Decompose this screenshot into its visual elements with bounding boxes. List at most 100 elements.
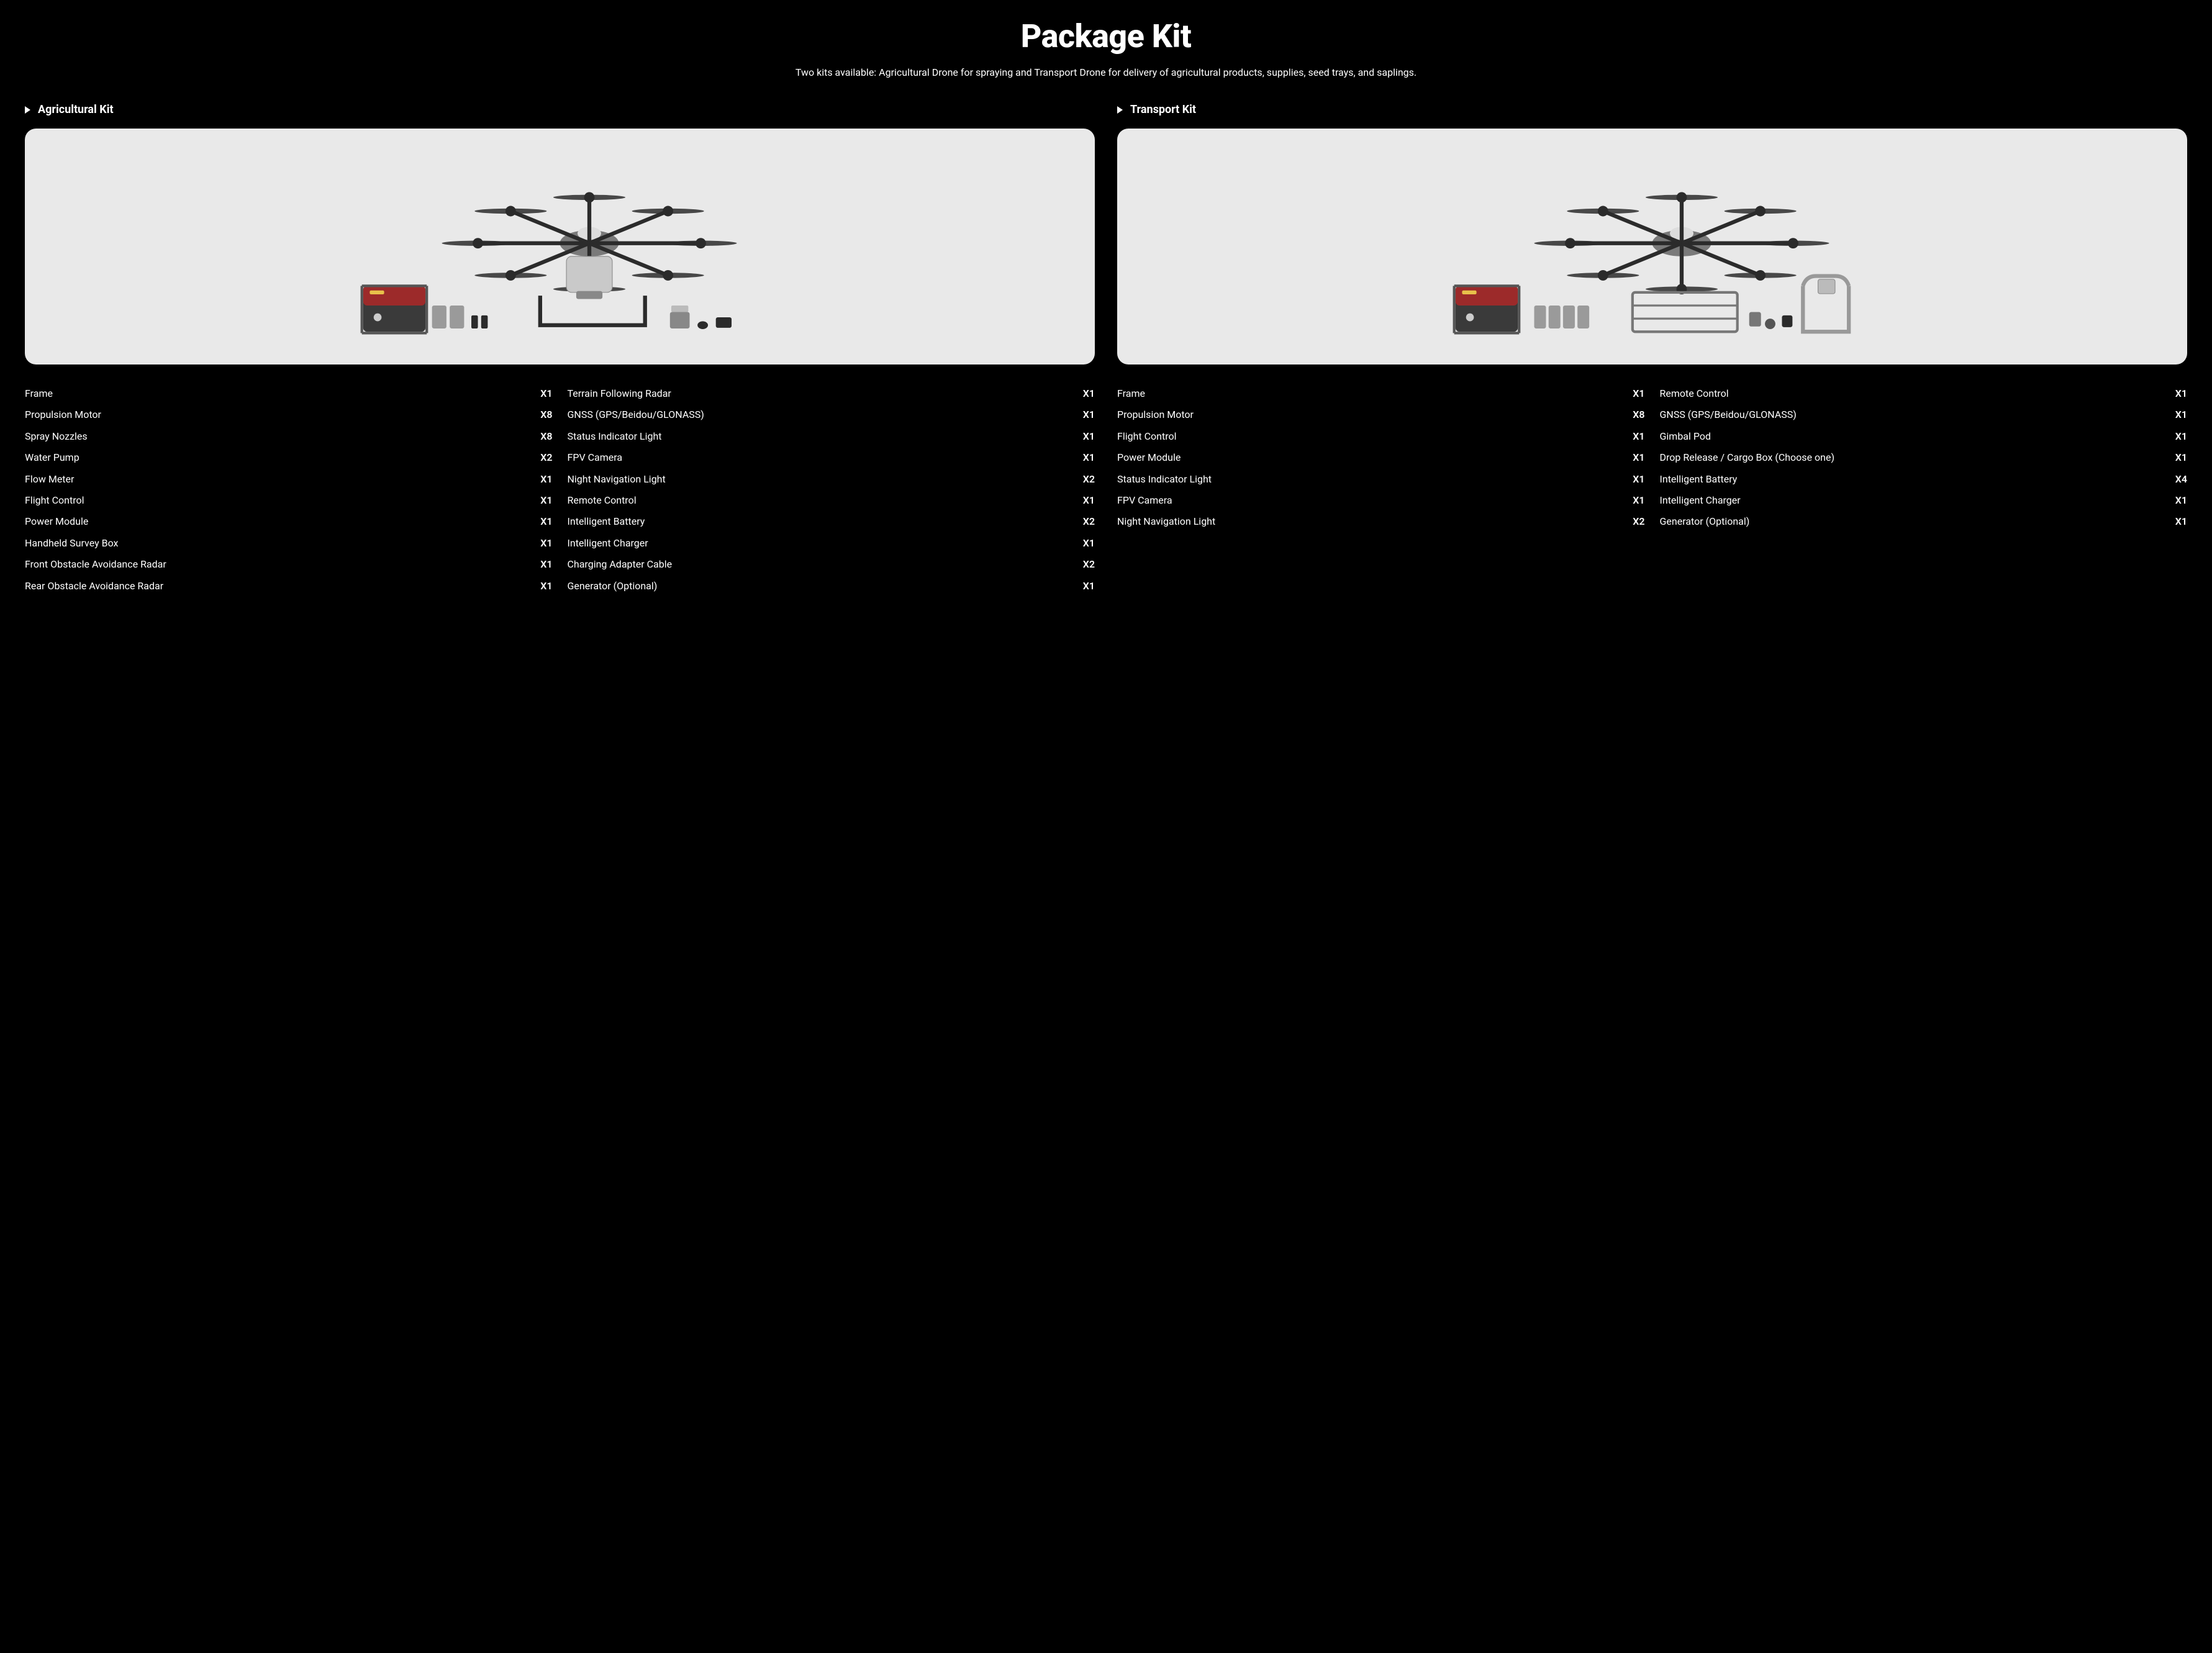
item-row: FPV Camera X1 [568, 447, 1095, 468]
item-row: Power ModuleX1 [25, 511, 553, 532]
item-qty: X1 [540, 515, 552, 528]
item-row: Flight Control X1 [25, 490, 553, 511]
item-label: Night Navigation Light [568, 473, 1077, 486]
item-label: Water Pump [25, 451, 534, 464]
item-qty: X1 [1083, 408, 1095, 422]
kit-agricultural: Agricultural Kit [25, 103, 1095, 597]
kit-items: FrameX1Propulsion MotorX8Flight ControlX… [1117, 383, 2187, 533]
item-label: Intelligent Charger [1660, 494, 2169, 507]
item-row: Propulsion Motor X8 [25, 404, 553, 425]
item-label: Front Obstacle Avoidance Radar [25, 558, 534, 571]
item-label: Generator (Optional) [568, 579, 1077, 593]
item-row: Water Pump X2 [25, 447, 553, 468]
item-row: Status Indicator Light X1 [1117, 469, 1645, 490]
item-label: Frame [1117, 387, 1626, 401]
item-label: Flight Control [1117, 430, 1626, 443]
item-label: Terrain Following Radar [568, 387, 1077, 401]
item-row: GNSS (GPS/Beidou/GLONASS) X1 [568, 404, 1095, 425]
item-label: Status Indicator Light [1117, 473, 1626, 486]
item-qty: X2 [1083, 515, 1095, 528]
kit-heading[interactable]: Transport Kit [1117, 103, 2187, 116]
item-qty: X1 [540, 558, 552, 571]
item-qty: X1 [540, 537, 552, 550]
item-row: Propulsion MotorX8 [1117, 404, 1645, 425]
kit-image [1117, 129, 2187, 365]
item-qty: X2 [1083, 558, 1095, 571]
item-label: Spray Nozzles [25, 430, 534, 443]
item-row: Frame X1 [25, 383, 553, 404]
item-row: Flight ControlX1 [1117, 426, 1645, 447]
item-label: Flight Control [25, 494, 534, 507]
item-row: FPV Camera X1 [1117, 490, 1645, 511]
item-row: Drop Release / Cargo Box (Choose one)X1 [1660, 447, 2188, 468]
item-label: Charging Adapter Cable [568, 558, 1077, 571]
item-label: Power Module [1117, 451, 1626, 464]
item-row: Generator (Optional)X1 [1660, 511, 2188, 532]
item-column: Remote Control X1 GNSS (GPS/Beidou/GLONASS… [1660, 383, 2188, 533]
item-qty: X1 [2175, 430, 2187, 443]
item-row: Status Indicator LightX1 [568, 426, 1095, 447]
item-label: FPV Camera [1117, 494, 1626, 507]
item-row: Intelligent Battery X2 [568, 511, 1095, 532]
item-column: FrameX1Propulsion MotorX8Flight ControlX… [1117, 383, 1645, 533]
item-label: Flow Meter [25, 473, 534, 486]
item-qty: X1 [1083, 537, 1095, 550]
item-row: Terrain Following RadarX1 [568, 383, 1095, 404]
item-row: Night Navigation Light X2 [1117, 511, 1645, 532]
item-qty: X1 [540, 387, 552, 401]
item-label: GNSS (GPS/Beidou/GLONASS) [1660, 408, 2169, 422]
item-label: GNSS (GPS/Beidou/GLONASS) [568, 408, 1077, 422]
item-label: Night Navigation Light [1117, 515, 1626, 528]
item-qty: X1 [1083, 579, 1095, 593]
item-label: Gimbal Pod [1660, 430, 2169, 443]
item-row: Generator (Optional) X1 [568, 576, 1095, 597]
item-label: FPV Camera [568, 451, 1077, 464]
item-row: Intelligent Battery X4 [1660, 469, 2188, 490]
item-row: Front Obstacle Avoidance Radar X1 [25, 554, 553, 575]
item-label: Remote Control [568, 494, 1077, 507]
item-qty: X1 [1083, 451, 1095, 464]
item-row: Remote Control X1 [1660, 383, 2188, 404]
item-row: Gimbal Pod X1 [1660, 426, 2188, 447]
item-row: Night Navigation LightX2 [568, 469, 1095, 490]
item-row: Remote Control X1 [568, 490, 1095, 511]
item-qty: X1 [540, 579, 552, 593]
item-row: Power Module X1 [1117, 447, 1645, 468]
page-subtitle: Two kits available: Agricultural Drone f… [25, 66, 2187, 78]
item-qty: X1 [2175, 515, 2187, 528]
item-label: Drop Release / Cargo Box (Choose one) [1660, 451, 2169, 464]
item-row: Handheld Survey BoxX1 [25, 533, 553, 554]
item-label: Remote Control [1660, 387, 2169, 401]
item-qty: X1 [2175, 387, 2187, 401]
triangle-expand-icon [25, 106, 30, 114]
kit-heading-label: Agricultural Kit [38, 103, 114, 116]
item-qty: X2 [540, 451, 552, 464]
kit-image [25, 129, 1095, 365]
item-column: Terrain Following RadarX1GNSS (GPS/Beido… [568, 383, 1095, 597]
item-qty: X1 [1633, 387, 1644, 401]
kit-transport: Transport Kit [1117, 103, 2187, 597]
item-row: Charging Adapter Cable X2 [568, 554, 1095, 575]
item-label: Frame [25, 387, 534, 401]
item-qty: X1 [540, 473, 552, 486]
item-qty: X1 [1633, 494, 1644, 507]
page-title: Package Kit [25, 17, 2187, 55]
item-row: Flow Meter X1 [25, 469, 553, 490]
item-qty: X8 [540, 408, 552, 422]
item-label: Propulsion Motor [25, 408, 534, 422]
item-row: Frame X1 [1117, 383, 1645, 404]
triangle-expand-icon [1117, 106, 1123, 114]
item-qty: X1 [1633, 451, 1644, 464]
item-qty: X1 [1633, 473, 1644, 486]
kit-heading[interactable]: Agricultural Kit [25, 103, 1095, 116]
item-qty: X1 [540, 494, 552, 507]
item-row: Rear Obstacle Avoidance Radar X1 [25, 576, 553, 597]
item-row: Intelligent ChargerX1 [1660, 490, 2188, 511]
item-qty: X1 [1083, 494, 1095, 507]
item-label: Intelligent Battery [568, 515, 1077, 528]
item-qty: X2 [1633, 515, 1644, 528]
item-label: Intelligent Battery [1660, 473, 2169, 486]
item-row: Spray NozzlesX8 [25, 426, 553, 447]
item-qty: X4 [2175, 473, 2187, 486]
item-label: Rear Obstacle Avoidance Radar [25, 579, 534, 593]
